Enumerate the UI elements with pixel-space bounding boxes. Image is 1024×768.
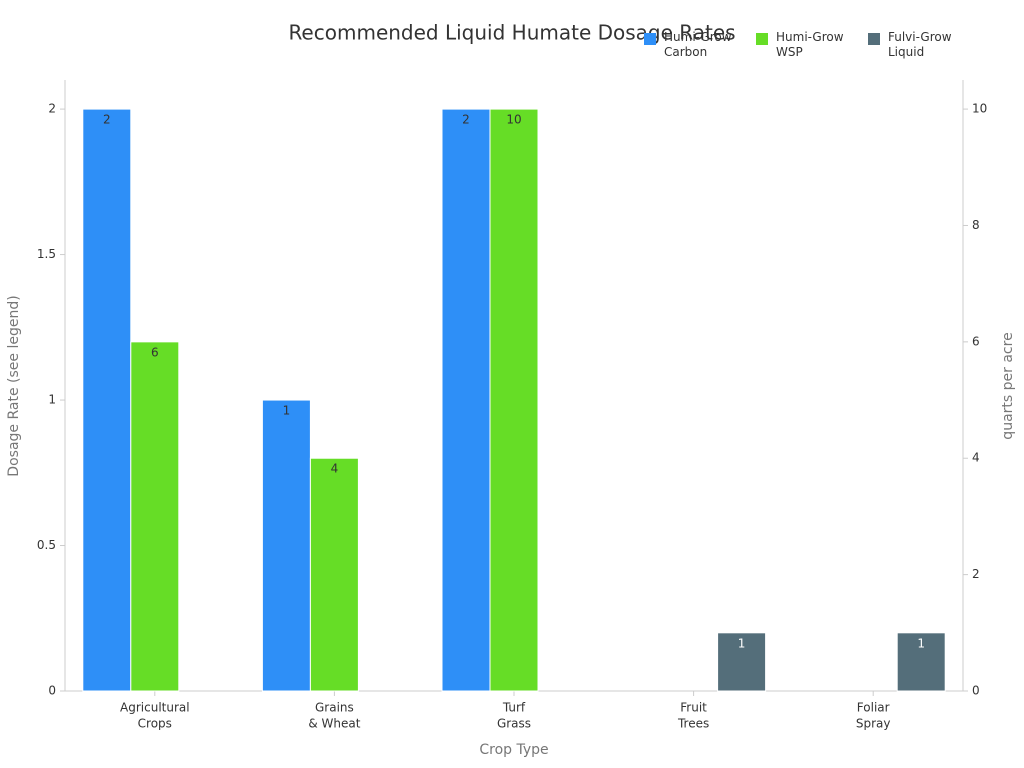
y2-tick-label: 0: [972, 684, 980, 698]
y-tick-label: 1.5: [37, 247, 56, 261]
x-tick-label: Fruit: [680, 701, 707, 715]
y2-axis-label: quarts per acre: [1000, 332, 1016, 439]
legend-swatch: [868, 33, 880, 45]
x-tick-label: Trees: [677, 717, 709, 731]
y-tick-label: 2: [48, 102, 56, 116]
bar: [489, 108, 539, 692]
legend: Humi-Grow Carbon Humi-Grow WSP Fulvi-Grow …: [644, 30, 980, 60]
x-tick-label: Crops: [138, 717, 172, 731]
value-label: 2: [462, 113, 470, 127]
y2-tick-label: 6: [972, 334, 980, 348]
value-label: 1: [917, 636, 925, 650]
x-tick-label: Grains: [315, 701, 354, 715]
legend-label: Humi-Grow WSP: [776, 30, 844, 59]
legend-label: Humi-Grow Carbon: [664, 30, 732, 59]
value-label: 6: [151, 345, 159, 359]
value-label: 1: [283, 404, 291, 418]
legend-label: Fulvi-Grow Liquid: [888, 30, 952, 59]
y2-tick-label: 8: [972, 218, 980, 232]
legend-item: Fulvi-Grow Liquid: [868, 30, 980, 60]
x-tick-label: Foliar: [857, 701, 890, 715]
bar: [309, 457, 359, 692]
x-axis-label: Crop Type: [479, 742, 548, 758]
x-tick-label: Turf: [502, 701, 526, 715]
value-label: 2: [103, 113, 111, 127]
y-tick-label: 0: [48, 684, 56, 698]
chart-title: Recommended Liquid Humate Dosage Rates: [288, 21, 735, 45]
y-tick-label: 0.5: [37, 538, 56, 552]
x-tick-label: & Wheat: [308, 717, 360, 731]
legend-swatch: [644, 33, 656, 45]
y-tick-label: 1: [48, 393, 56, 407]
y2-tick-label: 4: [972, 451, 980, 465]
bar: [717, 632, 767, 692]
y2-tick-label: 10: [972, 102, 987, 116]
legend-swatch: [756, 33, 768, 45]
legend-item: Humi-Grow Carbon: [644, 30, 756, 60]
bar: [896, 632, 946, 692]
legend-item: Humi-Grow WSP: [756, 30, 868, 60]
x-tick-label: Agricultural: [120, 701, 190, 715]
x-tick-label: Spray: [856, 717, 891, 731]
y-axis-label: Dosage Rate (see legend): [6, 295, 22, 476]
bar: [82, 108, 132, 692]
value-label: 10: [506, 113, 521, 127]
x-tick-label: Grass: [497, 717, 531, 731]
y2-tick-label: 2: [972, 567, 980, 581]
bar: [130, 341, 180, 692]
value-label: 4: [331, 462, 339, 476]
bar: [441, 108, 491, 692]
value-label: 1: [738, 636, 746, 650]
bar: [261, 399, 311, 692]
